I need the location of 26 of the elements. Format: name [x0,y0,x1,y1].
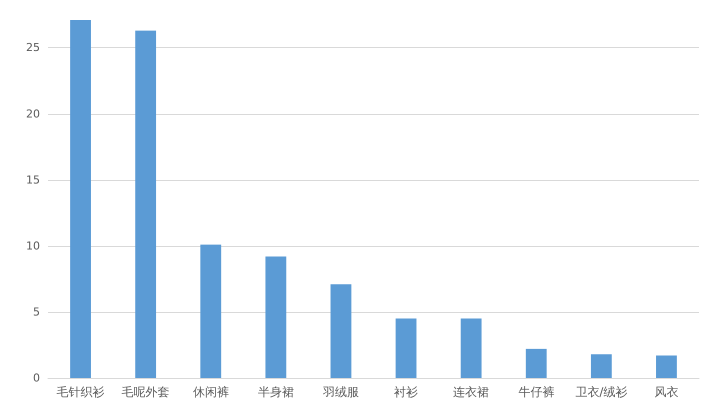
x-tick-label: 衬衫 [394,385,418,399]
x-tick-label: 毛呢外套 [122,385,170,399]
bar [265,256,286,378]
x-tick-label: 半身裙 [258,385,294,399]
x-tick-label: 毛针织衫 [56,385,105,399]
bar [396,318,416,378]
x-tick-label: 卫衣/绒衫 [575,385,628,399]
bar [135,30,156,378]
x-tick-label: 连衣裙 [453,385,490,399]
bar [70,20,91,378]
y-tick-label: 25 [26,41,40,54]
x-tick-label: 风衣 [654,385,678,399]
y-tick-label: 5 [33,305,40,318]
bar [656,356,677,378]
bar [200,244,222,378]
y-tick-label: 15 [26,173,40,186]
y-tick-label: 0 [33,372,40,384]
x-tick-label: 休闲裤 [192,385,229,399]
x-tick-label: 羽绒服 [322,385,359,399]
bar [460,318,482,378]
bar [526,348,547,378]
bar [330,284,352,378]
y-tick-label: 10 [26,239,40,252]
y-tick-label: 20 [26,107,40,120]
x-tick-label: 牛仔裤 [518,385,554,399]
bar [590,354,612,378]
